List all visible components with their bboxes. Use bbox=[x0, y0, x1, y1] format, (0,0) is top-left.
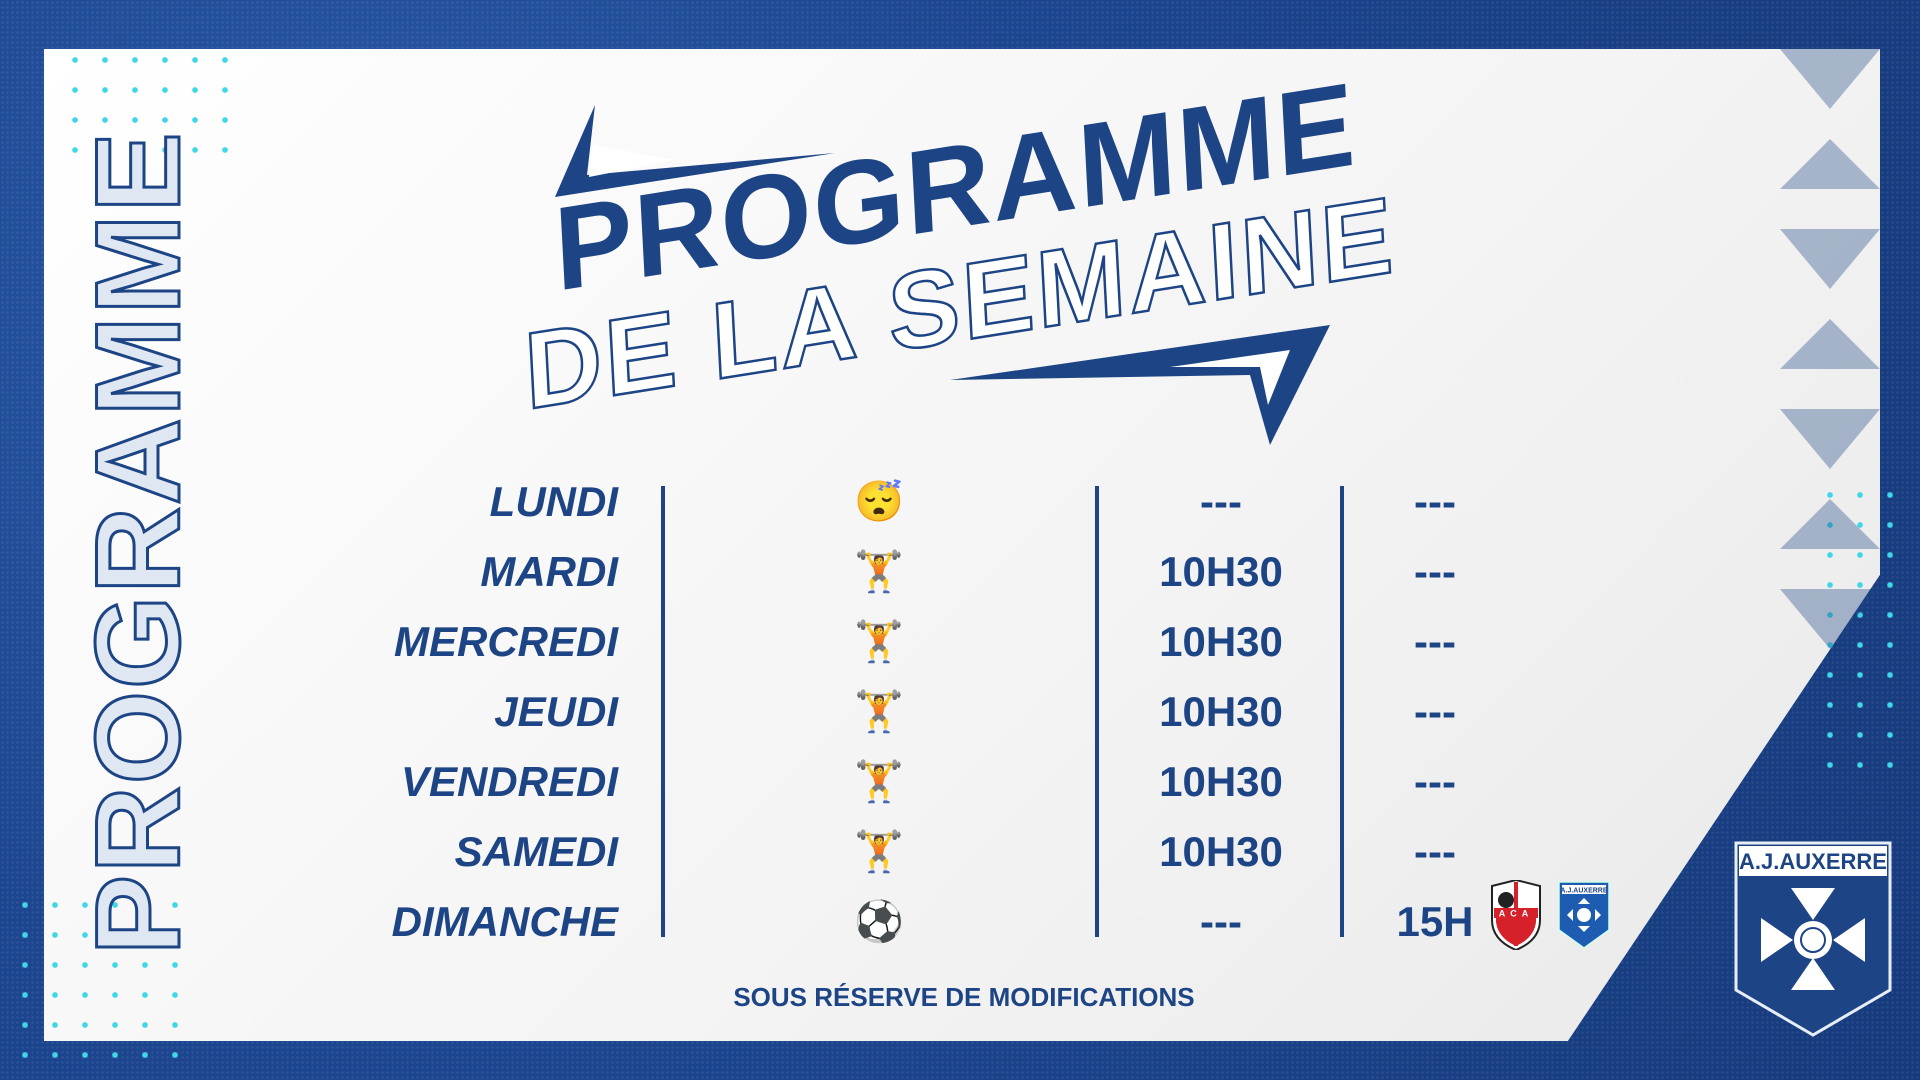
auxerre-small-logo-text: A.J.AUXERRE bbox=[1560, 888, 1607, 895]
day-label: SAMEDI bbox=[454, 828, 618, 875]
match-time: --- bbox=[1414, 688, 1456, 735]
dot-pattern-right bbox=[1815, 480, 1915, 780]
day-label: JEUDI bbox=[494, 688, 618, 735]
day-label: LUNDI bbox=[489, 478, 618, 525]
session-time: --- bbox=[1200, 478, 1242, 525]
schedule-row-lundi: LUNDI 😴 --- --- bbox=[0, 467, 1920, 537]
weightlifter-icon: 🏋 bbox=[854, 690, 904, 734]
auxerre-club-crest: A.J.AUXERRE bbox=[1734, 841, 1892, 1037]
divider-3 bbox=[1340, 486, 1344, 937]
session-time: 10H30 bbox=[1159, 618, 1283, 665]
session-time: 10H30 bbox=[1159, 688, 1283, 735]
match-time: --- bbox=[1414, 828, 1456, 875]
day-label: DIMANCHE bbox=[391, 898, 618, 945]
schedule-row-dimanche: DIMANCHE ⚽ --- 15H bbox=[0, 887, 1920, 957]
match-time: 15H bbox=[1396, 898, 1474, 945]
schedule-row-vendredi: VENDREDI 🏋 10H30 --- bbox=[0, 747, 1920, 817]
weightlifter-icon: 🏋 bbox=[854, 620, 904, 664]
match-time: --- bbox=[1414, 758, 1456, 805]
schedule-row-jeudi: JEUDI 🏋 10H30 --- bbox=[0, 677, 1920, 747]
disclaimer: SOUS RÉSERVE DE MODIFICATIONS bbox=[733, 982, 1195, 1012]
sleeping-face-icon: 😴 bbox=[854, 480, 904, 524]
session-time: --- bbox=[1200, 898, 1242, 945]
schedule-row-mardi: MARDI 🏋 10H30 --- bbox=[0, 537, 1920, 607]
match-time: --- bbox=[1414, 618, 1456, 665]
arrow-bottom-right bbox=[950, 325, 1330, 445]
triangle-pattern bbox=[1780, 49, 1880, 649]
day-label: MERCREDI bbox=[393, 618, 618, 665]
schedule-row-samedi: SAMEDI 🏋 10H30 --- bbox=[0, 817, 1920, 887]
dot-pattern-bottom-left bbox=[10, 890, 200, 1060]
day-label: VENDREDI bbox=[400, 758, 618, 805]
white-panel bbox=[44, 49, 1880, 1041]
session-time: 10H30 bbox=[1159, 548, 1283, 595]
weightlifter-icon: 🏋 bbox=[854, 830, 904, 874]
weightlifter-icon: 🏋 bbox=[854, 760, 904, 804]
soccer-ball-icon: ⚽ bbox=[854, 900, 904, 944]
divider-1 bbox=[661, 486, 665, 937]
ajaccio-logo-text: ACA bbox=[1499, 909, 1534, 919]
schedule-row-mercredi: MERCREDI 🏋 10H30 --- bbox=[0, 607, 1920, 677]
match-time: --- bbox=[1414, 478, 1456, 525]
divider-2 bbox=[1095, 486, 1099, 937]
session-time: 10H30 bbox=[1159, 828, 1283, 875]
session-time: 10H30 bbox=[1159, 758, 1283, 805]
day-label: MARDI bbox=[480, 548, 618, 595]
dot-pattern-top-left bbox=[60, 45, 235, 165]
arrow-top-left bbox=[555, 105, 835, 197]
ajaccio-logo: ACA bbox=[1491, 880, 1541, 950]
weightlifter-icon: 🏋 bbox=[854, 550, 904, 594]
auxerre-small-logo: A.J.AUXERRE bbox=[1558, 881, 1610, 949]
club-name: A.J.AUXERRE bbox=[1739, 849, 1887, 874]
match-time: --- bbox=[1414, 548, 1456, 595]
